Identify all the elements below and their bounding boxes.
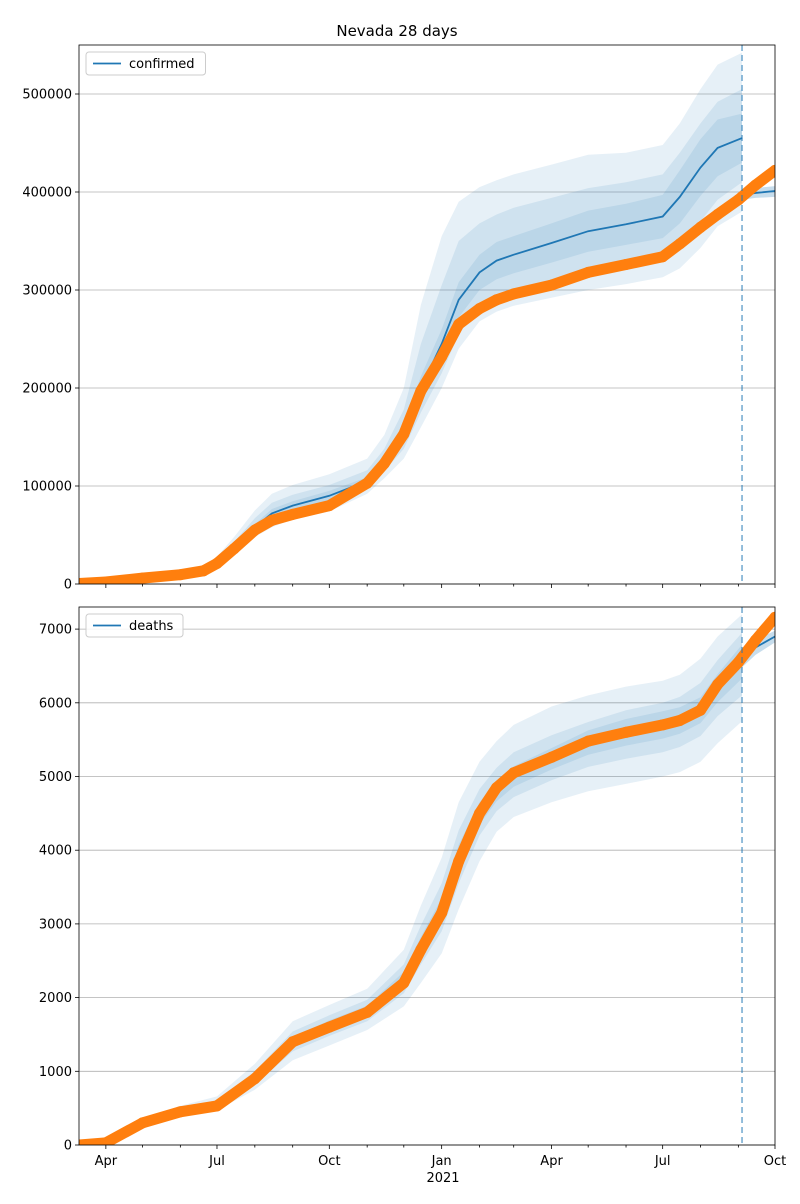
- observed-point: [378, 458, 390, 469]
- observed-point: [361, 477, 373, 489]
- y-tick-label: 5000: [39, 770, 72, 785]
- observed-point: [674, 238, 686, 250]
- y-tick-label: 4000: [39, 844, 72, 859]
- observed-point: [137, 572, 148, 584]
- observed-point: [695, 704, 706, 716]
- y-tick-label: 300000: [22, 284, 72, 299]
- observed-point: [287, 508, 299, 520]
- observed-point: [620, 726, 632, 738]
- observed-point: [415, 385, 427, 397]
- x-tick-label: Oct: [764, 1154, 786, 1169]
- chart-title: Nevada 28 days: [336, 22, 457, 40]
- observed-point: [436, 351, 448, 363]
- y-tick-label: 1000: [39, 1065, 72, 1080]
- observed-point: [398, 977, 410, 989]
- axes-frame: [78, 44, 776, 585]
- observed-point: [674, 715, 686, 726]
- y-tick-label: 3000: [39, 917, 72, 932]
- observed-point: [491, 782, 503, 794]
- observed-point: [695, 221, 706, 233]
- uncertainty-band: [79, 52, 742, 584]
- uncertainty-band: [79, 632, 742, 1145]
- y-tick-label: 0: [64, 578, 72, 593]
- observed-point: [100, 1137, 112, 1145]
- y-tick-label: 500000: [22, 88, 72, 103]
- legend-label: deaths: [129, 619, 174, 634]
- x-tick-label: Jan: [431, 1154, 452, 1169]
- observed-point: [712, 678, 724, 690]
- observed-point: [100, 576, 112, 584]
- legend: confirmed: [85, 51, 206, 76]
- observed-point: [750, 179, 761, 191]
- y-tick-label: 2000: [39, 991, 72, 1006]
- observed-point: [750, 634, 761, 646]
- observed-point: [174, 569, 186, 581]
- observed-point: [508, 288, 520, 300]
- y-tick-label: 0: [64, 1139, 72, 1154]
- uncertainty-band: [79, 89, 742, 584]
- y-tick-label: 200000: [22, 382, 72, 397]
- observed-point: [415, 944, 427, 956]
- observed-point: [436, 907, 448, 919]
- observed-point: [79, 1139, 85, 1145]
- uncertainty-band: [79, 614, 742, 1145]
- legend-label: confirmed: [129, 57, 195, 72]
- y-tick-label: 7000: [39, 623, 72, 638]
- observed-point: [732, 194, 744, 206]
- observed-point: [453, 855, 465, 867]
- observed-point: [474, 303, 485, 315]
- observed-point: [657, 719, 669, 731]
- legend-box: [85, 613, 184, 638]
- x-tick-label: Apr: [540, 1154, 563, 1169]
- observed-point: [769, 164, 775, 176]
- observed-point: [323, 1021, 335, 1033]
- y-tick-label: 400000: [22, 186, 72, 201]
- observed-point: [508, 767, 520, 779]
- legend-box: [85, 51, 206, 76]
- observed-point: [249, 1073, 261, 1085]
- observed-point: [323, 500, 335, 512]
- observed-point: [582, 266, 594, 278]
- observed-point: [174, 1106, 186, 1118]
- deaths-panel: 0 1000 2000 3000 4000 5000 6000 7000 Apr Jul Oct Ja…: [39, 606, 786, 1169]
- x-tick-label: Oct: [318, 1154, 340, 1169]
- x-tick-label: Jul: [654, 1154, 671, 1169]
- observed-point: [657, 251, 669, 263]
- observed-point: [732, 656, 744, 668]
- observed-point: [211, 557, 223, 569]
- observed-point: [228, 543, 240, 555]
- observed-point: [712, 209, 724, 220]
- uncertainty-band: [79, 113, 742, 584]
- observed-point: [491, 294, 503, 306]
- observed-point: [453, 318, 465, 330]
- observed-point: [546, 751, 557, 763]
- observed-point: [398, 428, 410, 440]
- y-tick-label: 6000: [39, 696, 72, 711]
- observed-point: [198, 565, 209, 577]
- observed-point: [287, 1036, 299, 1048]
- observed-point: [79, 578, 85, 584]
- year-label: 2021: [426, 1171, 459, 1186]
- observed-point: [211, 1100, 223, 1112]
- confirmed-panel: 0 100000 200000 300000 400000 500000 confirmed: [22, 44, 776, 593]
- axes-frame: [78, 606, 776, 1146]
- observed-point: [474, 807, 485, 819]
- uncertainty-band-continuation: [742, 630, 775, 668]
- y-tick-label: 100000: [22, 480, 72, 495]
- observed-point: [249, 524, 261, 536]
- observed-point: [361, 1006, 373, 1018]
- legend: deaths: [85, 613, 184, 638]
- uncertainty-band: [79, 644, 742, 1145]
- x-tick-label: Jul: [208, 1154, 225, 1169]
- x-tick-label: Apr: [95, 1154, 118, 1169]
- observed-point: [266, 514, 278, 526]
- observed-point: [137, 1117, 148, 1129]
- observed-point: [546, 279, 557, 291]
- observed-point: [582, 735, 594, 747]
- observed-point: [769, 611, 775, 623]
- observed-point: [620, 259, 632, 270]
